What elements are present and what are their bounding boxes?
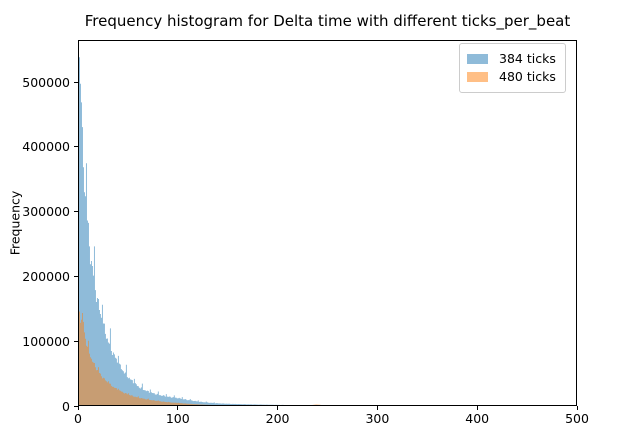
x-tick-label: 0 bbox=[74, 411, 82, 426]
legend-swatch-icon bbox=[467, 53, 488, 64]
y-tick-mark bbox=[74, 340, 78, 342]
y-tick-label: 200000 bbox=[22, 268, 70, 284]
x-tick-label: 200 bbox=[265, 411, 290, 426]
y-tick-mark bbox=[74, 275, 78, 277]
axes-spines bbox=[78, 40, 577, 406]
plot-area bbox=[78, 40, 577, 406]
x-tick-mark bbox=[476, 406, 478, 410]
y-tick-label: 400000 bbox=[22, 139, 70, 155]
legend-item: 480 ticks bbox=[467, 69, 559, 84]
y-tick-label: 500000 bbox=[22, 74, 70, 90]
legend-label: 384 ticks bbox=[499, 51, 556, 66]
series-480-ticks bbox=[78, 311, 577, 406]
y-tick-label: 0 bbox=[62, 398, 70, 414]
x-tick-mark bbox=[77, 406, 79, 410]
y-tick-mark bbox=[74, 211, 78, 213]
x-tick-label: 400 bbox=[465, 411, 490, 426]
y-tick-mark bbox=[74, 81, 78, 83]
x-tick-mark bbox=[177, 406, 179, 410]
x-tick-mark bbox=[576, 406, 578, 410]
legend: 384 ticks 480 ticks bbox=[459, 43, 566, 93]
chart-title: Frequency histogram for Delta time with … bbox=[84, 12, 571, 30]
legend-swatch-icon bbox=[467, 71, 488, 82]
x-tick-mark bbox=[376, 406, 378, 410]
x-tick-label: 300 bbox=[365, 411, 390, 426]
x-tick-label: 500 bbox=[565, 411, 589, 426]
legend-label: 480 ticks bbox=[499, 69, 556, 84]
y-tick-label: 300000 bbox=[22, 204, 70, 220]
y-axis-label: Frequency bbox=[7, 190, 23, 256]
y-tick-mark bbox=[74, 405, 78, 407]
x-tick-mark bbox=[277, 406, 279, 410]
x-tick-label: 100 bbox=[165, 411, 190, 426]
y-tick-mark bbox=[74, 146, 78, 148]
series-384-ticks bbox=[78, 57, 577, 406]
y-tick-label: 100000 bbox=[22, 333, 70, 349]
histogram-canvas bbox=[78, 40, 577, 406]
legend-item: 384 ticks bbox=[467, 51, 559, 66]
